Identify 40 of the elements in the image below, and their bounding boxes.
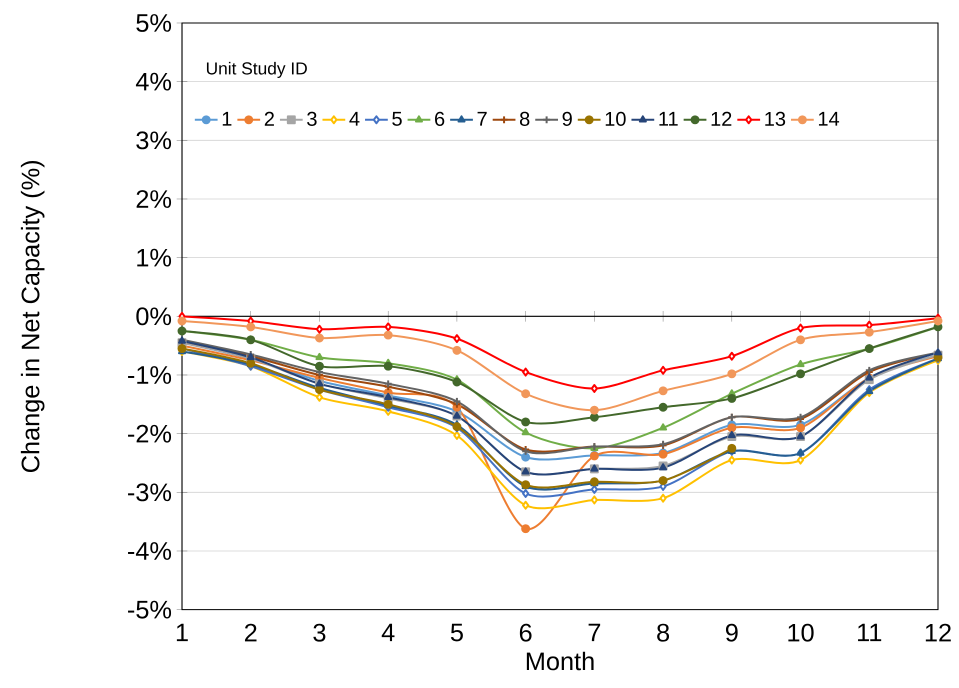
legend-label: 4: [349, 112, 360, 126]
legend-label: 10: [606, 112, 626, 126]
x-tick-label: 9: [726, 624, 738, 642]
y-tick-label: 2%: [136, 190, 172, 208]
x-tick-label: 10: [788, 624, 814, 642]
x-tick-label: 7: [588, 624, 600, 642]
y-axis-title: Change in Net Capacity (%): [20, 160, 44, 472]
legend-label: 12: [712, 112, 732, 126]
x-tick-label: 12: [926, 624, 951, 642]
x-tick-label: 8: [657, 624, 670, 642]
y-tick-label: -2%: [128, 424, 172, 443]
y-tick-label: -1%: [128, 366, 172, 384]
legend-label: 14: [818, 112, 840, 126]
y-tick-label: 5%: [136, 14, 172, 32]
legend-label: 8: [520, 112, 530, 126]
y-tick-label: -4%: [128, 542, 172, 560]
y-tick-label: 0%: [136, 307, 172, 326]
legend-label: 5: [392, 112, 402, 126]
legend-label: 7: [478, 112, 487, 126]
y-tick-label: 4%: [136, 72, 172, 91]
legend-label: 1: [222, 112, 232, 126]
y-tick-label: 3%: [136, 131, 172, 150]
y-tick-label: -3%: [128, 483, 172, 502]
y-tick-label: 1%: [137, 248, 172, 267]
x-tick-label: 4: [382, 624, 394, 642]
legend-label: 3: [307, 112, 317, 126]
legend-label: 13: [765, 112, 786, 126]
x-tick-label: 5: [450, 624, 463, 642]
x-tick-label: 6: [520, 624, 532, 642]
legend-label: 11: [659, 112, 678, 126]
x-axis-title: Month: [526, 652, 594, 670]
legend-label: 9: [562, 112, 572, 126]
legend-label: 2: [264, 112, 274, 126]
legend-label: 6: [435, 112, 444, 126]
x-tick-label: 2: [244, 624, 257, 642]
legend-title: Unit Study ID: [206, 62, 307, 78]
y-tick-label: -5%: [128, 600, 172, 619]
x-tick-label: 11: [858, 624, 882, 642]
x-tick-label: 1: [176, 624, 188, 642]
x-tick-label: 3: [313, 624, 326, 642]
